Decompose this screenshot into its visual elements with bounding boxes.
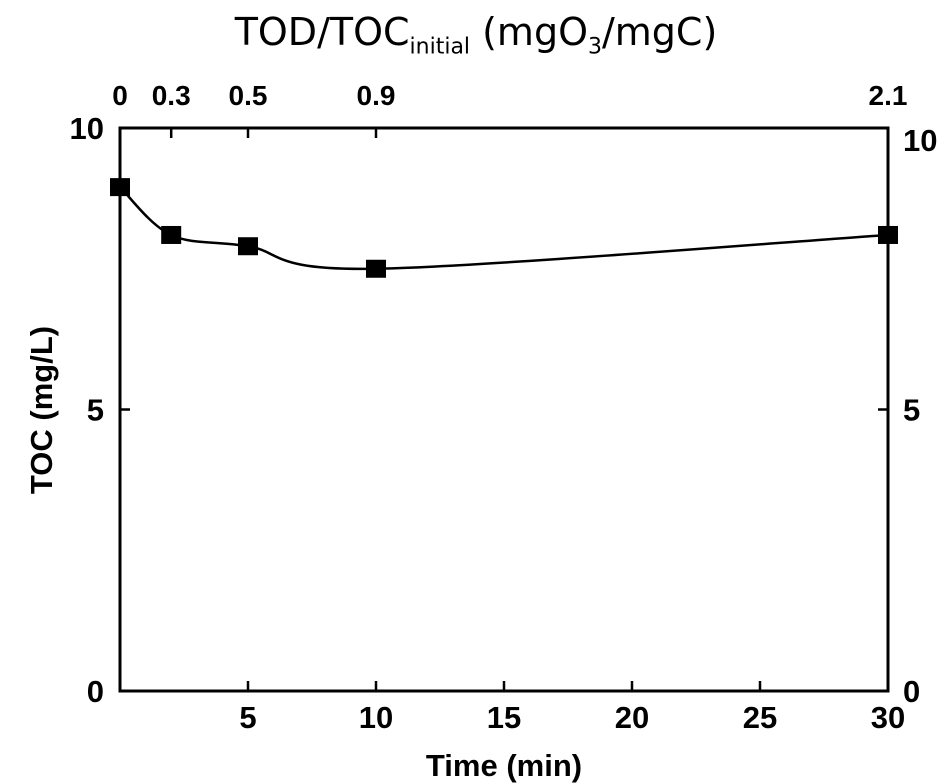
top-tick-label-4: 2.1 [869,80,908,111]
top-axis-title-units-subscript: 3 [587,34,602,60]
x-tick-label-4: 25 [743,700,777,735]
x-axis-label: Time (min) [426,748,582,783]
y-axis-label: TOC (mg/L) [24,326,59,494]
data-point-0 [110,178,130,197]
x-tick-label-5: 30 [871,700,905,735]
top-tick-label-1: 0.3 [152,80,191,111]
top-tick-label-2: 0.5 [229,80,268,111]
series-line-0 [119,186,889,271]
top-axis-title-units-end: /mgC) [601,10,718,54]
top-tick-label-3: 0.9 [357,80,396,111]
y-tick-label-1: 5 [87,393,104,428]
right-y-tick-label-0: 0 [903,674,920,709]
right-y-tick-label-1: 5 [903,393,920,428]
data-point-1 [161,225,182,244]
x-tick-label-3: 20 [615,700,649,735]
y-tick-label-0: 0 [87,674,104,709]
plot-frame [118,126,890,693]
top-axis-title-prefix: TOD/TOC [234,10,410,54]
top-axis-title: TOD/TOCinitial (mgO3/mgC) [0,10,952,60]
data-point-3 [366,259,386,278]
data-point-2 [238,237,258,256]
top-axis-title-subscript: initial [409,34,471,60]
right-y-tick-label-2: 10 [903,123,937,158]
y-tick-label-2: 10 [70,111,104,146]
x-tick-label-1: 10 [359,700,393,735]
top-axis-title-units: (mgO [470,10,588,54]
top-tick-label-0: 0 [112,80,128,111]
x-tick-label-2: 15 [487,700,521,735]
data-point-4 [878,225,898,244]
x-tick-label-0: 5 [239,700,256,735]
